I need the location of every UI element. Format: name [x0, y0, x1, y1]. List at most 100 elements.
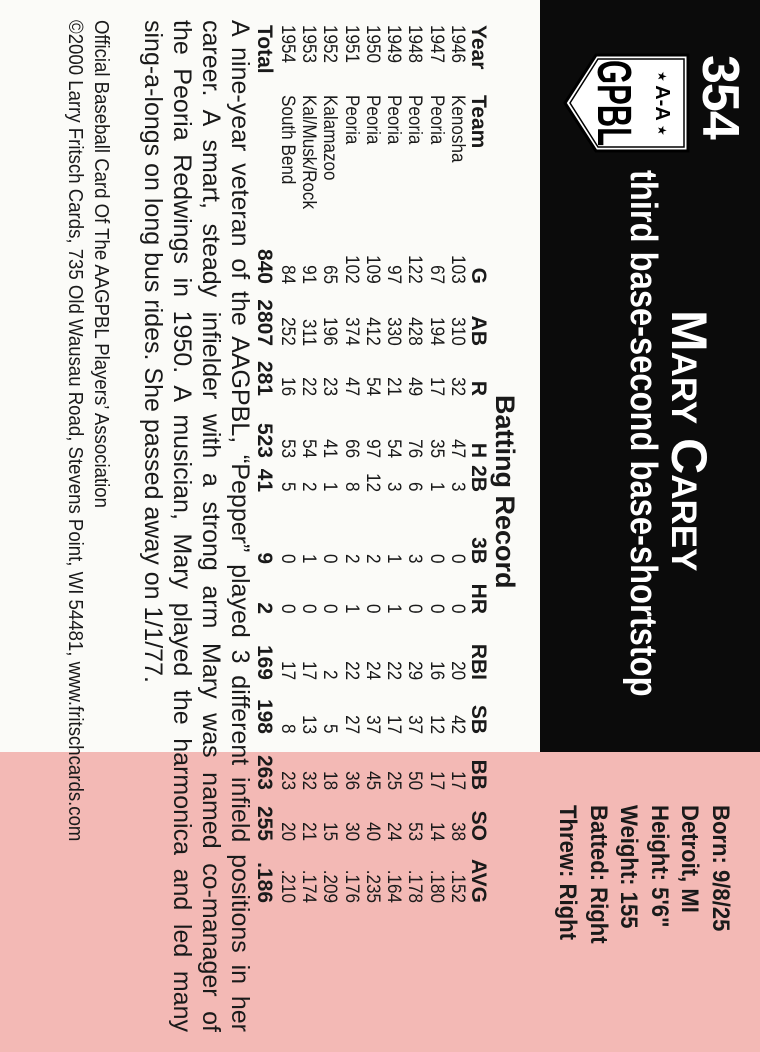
footer-copyright: ©2000 Larry Fritsch Cards, 735 Old Wausa… [64, 20, 86, 842]
row-1946-year: 1946 [447, 25, 468, 64]
total-hr: 2 [253, 602, 276, 614]
total-sb: 198 [253, 698, 276, 734]
header-team: Team [467, 95, 490, 149]
info-weight: Weight: 155 [615, 805, 643, 929]
row-1946-sb: 42 [447, 714, 468, 734]
info-born: Born: 9/8/25 [707, 805, 734, 932]
row-1951-rbi: 22 [340, 660, 362, 680]
row-1954-h: 53 [277, 438, 298, 458]
header-year: Year [467, 25, 490, 70]
row-1950-triples: 2 [362, 554, 383, 564]
row-1954-triples: 0 [277, 554, 298, 564]
row-1946-bb: 17 [447, 770, 468, 790]
row-1952-year: 1952 [319, 25, 341, 64]
info-threw: Threw: Right [554, 805, 582, 940]
row-1952-team: Kalamazoo [319, 95, 341, 181]
row-1953-team: Kal/Musk/Rock [298, 95, 320, 210]
row-1952-sb: 5 [319, 724, 341, 734]
row-1950-sb: 37 [362, 714, 383, 734]
row-1947-avg: .180 [425, 869, 447, 903]
row-1948-avg: .178 [404, 869, 426, 903]
row-1950-g: 109 [362, 255, 383, 284]
total-avg: .186 [253, 862, 276, 903]
row-1950-team: Peoria [362, 95, 383, 145]
row-1952-hr: 0 [319, 604, 341, 614]
row-1952-ab: 196 [319, 317, 341, 346]
row-1947-team: Peoria [425, 95, 447, 145]
row-1953-r: 22 [298, 376, 320, 396]
row-1950-year: 1950 [362, 25, 383, 64]
row-1953-h: 54 [298, 438, 320, 458]
row-1949-r: 21 [383, 376, 405, 396]
total-ab: 2807 [253, 299, 276, 346]
row-1950-ab: 412 [362, 317, 383, 346]
row-1954-ab: 252 [277, 317, 298, 346]
svg-text:★: ★ [655, 125, 669, 136]
row-1952-so: 15 [319, 821, 341, 841]
footer: Official Baseball Card Of The AAGPBL Pla… [62, 20, 114, 903]
total-rbi: 169 [253, 644, 276, 680]
row-1949-ab: 330 [383, 317, 405, 346]
header-doubles: 2B [467, 465, 490, 492]
row-1947-g: 67 [425, 264, 447, 284]
row-1946-rbi: 20 [447, 660, 468, 680]
total-g: 840 [253, 248, 276, 284]
header-sb: SB [467, 704, 490, 734]
row-1949-g: 97 [383, 264, 405, 284]
row-1952-avg: .209 [319, 869, 341, 903]
total-bb: 263 [253, 754, 276, 790]
row-1946-r: 32 [447, 376, 468, 396]
row-1953-rbi: 17 [298, 660, 320, 680]
header-rbi: RBI [467, 643, 490, 680]
row-1954-g: 84 [277, 264, 298, 284]
row-1951-bb: 36 [340, 770, 362, 790]
row-1948-h: 76 [404, 438, 426, 458]
row-1950-r: 54 [362, 376, 383, 396]
row-1953-avg: .174 [298, 869, 320, 903]
row-1946-g: 103 [447, 255, 468, 284]
row-1948-sb: 37 [404, 714, 426, 734]
player-info: Born: 9/8/25 Detroit, MI Height: 5'6" We… [552, 805, 735, 956]
row-1954-r: 16 [277, 376, 298, 396]
row-1954-avg: .210 [277, 869, 298, 903]
row-1954-bb: 23 [277, 770, 298, 790]
total-h: 523 [253, 422, 276, 458]
row-1951-team: Peoria [340, 95, 362, 145]
header-h: H [467, 442, 490, 458]
row-1949-team: Peoria [383, 95, 405, 145]
row-1946-doubles: 3 [447, 482, 468, 492]
row-1946-triples: 0 [447, 554, 468, 564]
row-1947-rbi: 16 [425, 660, 447, 680]
row-1949-triples: 1 [383, 554, 405, 564]
info-birthplace: Detroit, MI [676, 805, 704, 913]
row-1952-h: 41 [319, 438, 341, 458]
row-1946-ab: 310 [447, 317, 468, 346]
row-1952-doubles: 1 [319, 482, 341, 492]
row-1954-rbi: 17 [277, 660, 298, 680]
total-r: 281 [253, 360, 276, 396]
row-1951-so: 30 [340, 821, 362, 841]
row-1948-triples: 3 [404, 554, 426, 564]
row-1947-hr: 0 [425, 604, 447, 614]
header-g: G [467, 267, 490, 284]
svg-text:GPBL: GPBL [587, 60, 640, 146]
row-1949-year: 1949 [383, 25, 405, 64]
row-1947-ab: 194 [425, 317, 447, 346]
bio-line: the Peoria Redwings in 1950. A musician,… [168, 20, 196, 1032]
row-1947-doubles: 1 [425, 482, 447, 492]
row-1947-h: 35 [425, 438, 447, 458]
aagpbl-logo-icon: ★ ★ A-A GPBL [563, 53, 690, 153]
row-1947-year: 1947 [425, 25, 447, 64]
row-1951-sb: 27 [340, 714, 362, 734]
row-1953-g: 91 [298, 264, 320, 284]
row-1947-triples: 0 [425, 554, 447, 564]
row-1949-h: 54 [383, 438, 405, 458]
row-1954-doubles: 5 [277, 482, 298, 492]
row-1949-hr: 1 [383, 604, 405, 614]
row-1946-team: Kenosha [447, 95, 468, 163]
header-avg: AVG [467, 859, 490, 903]
row-1949-doubles: 3 [383, 482, 405, 492]
row-1951-triples: 2 [340, 554, 362, 564]
header-so: SO [467, 810, 490, 841]
info-batted: Batted: Right [585, 805, 612, 944]
